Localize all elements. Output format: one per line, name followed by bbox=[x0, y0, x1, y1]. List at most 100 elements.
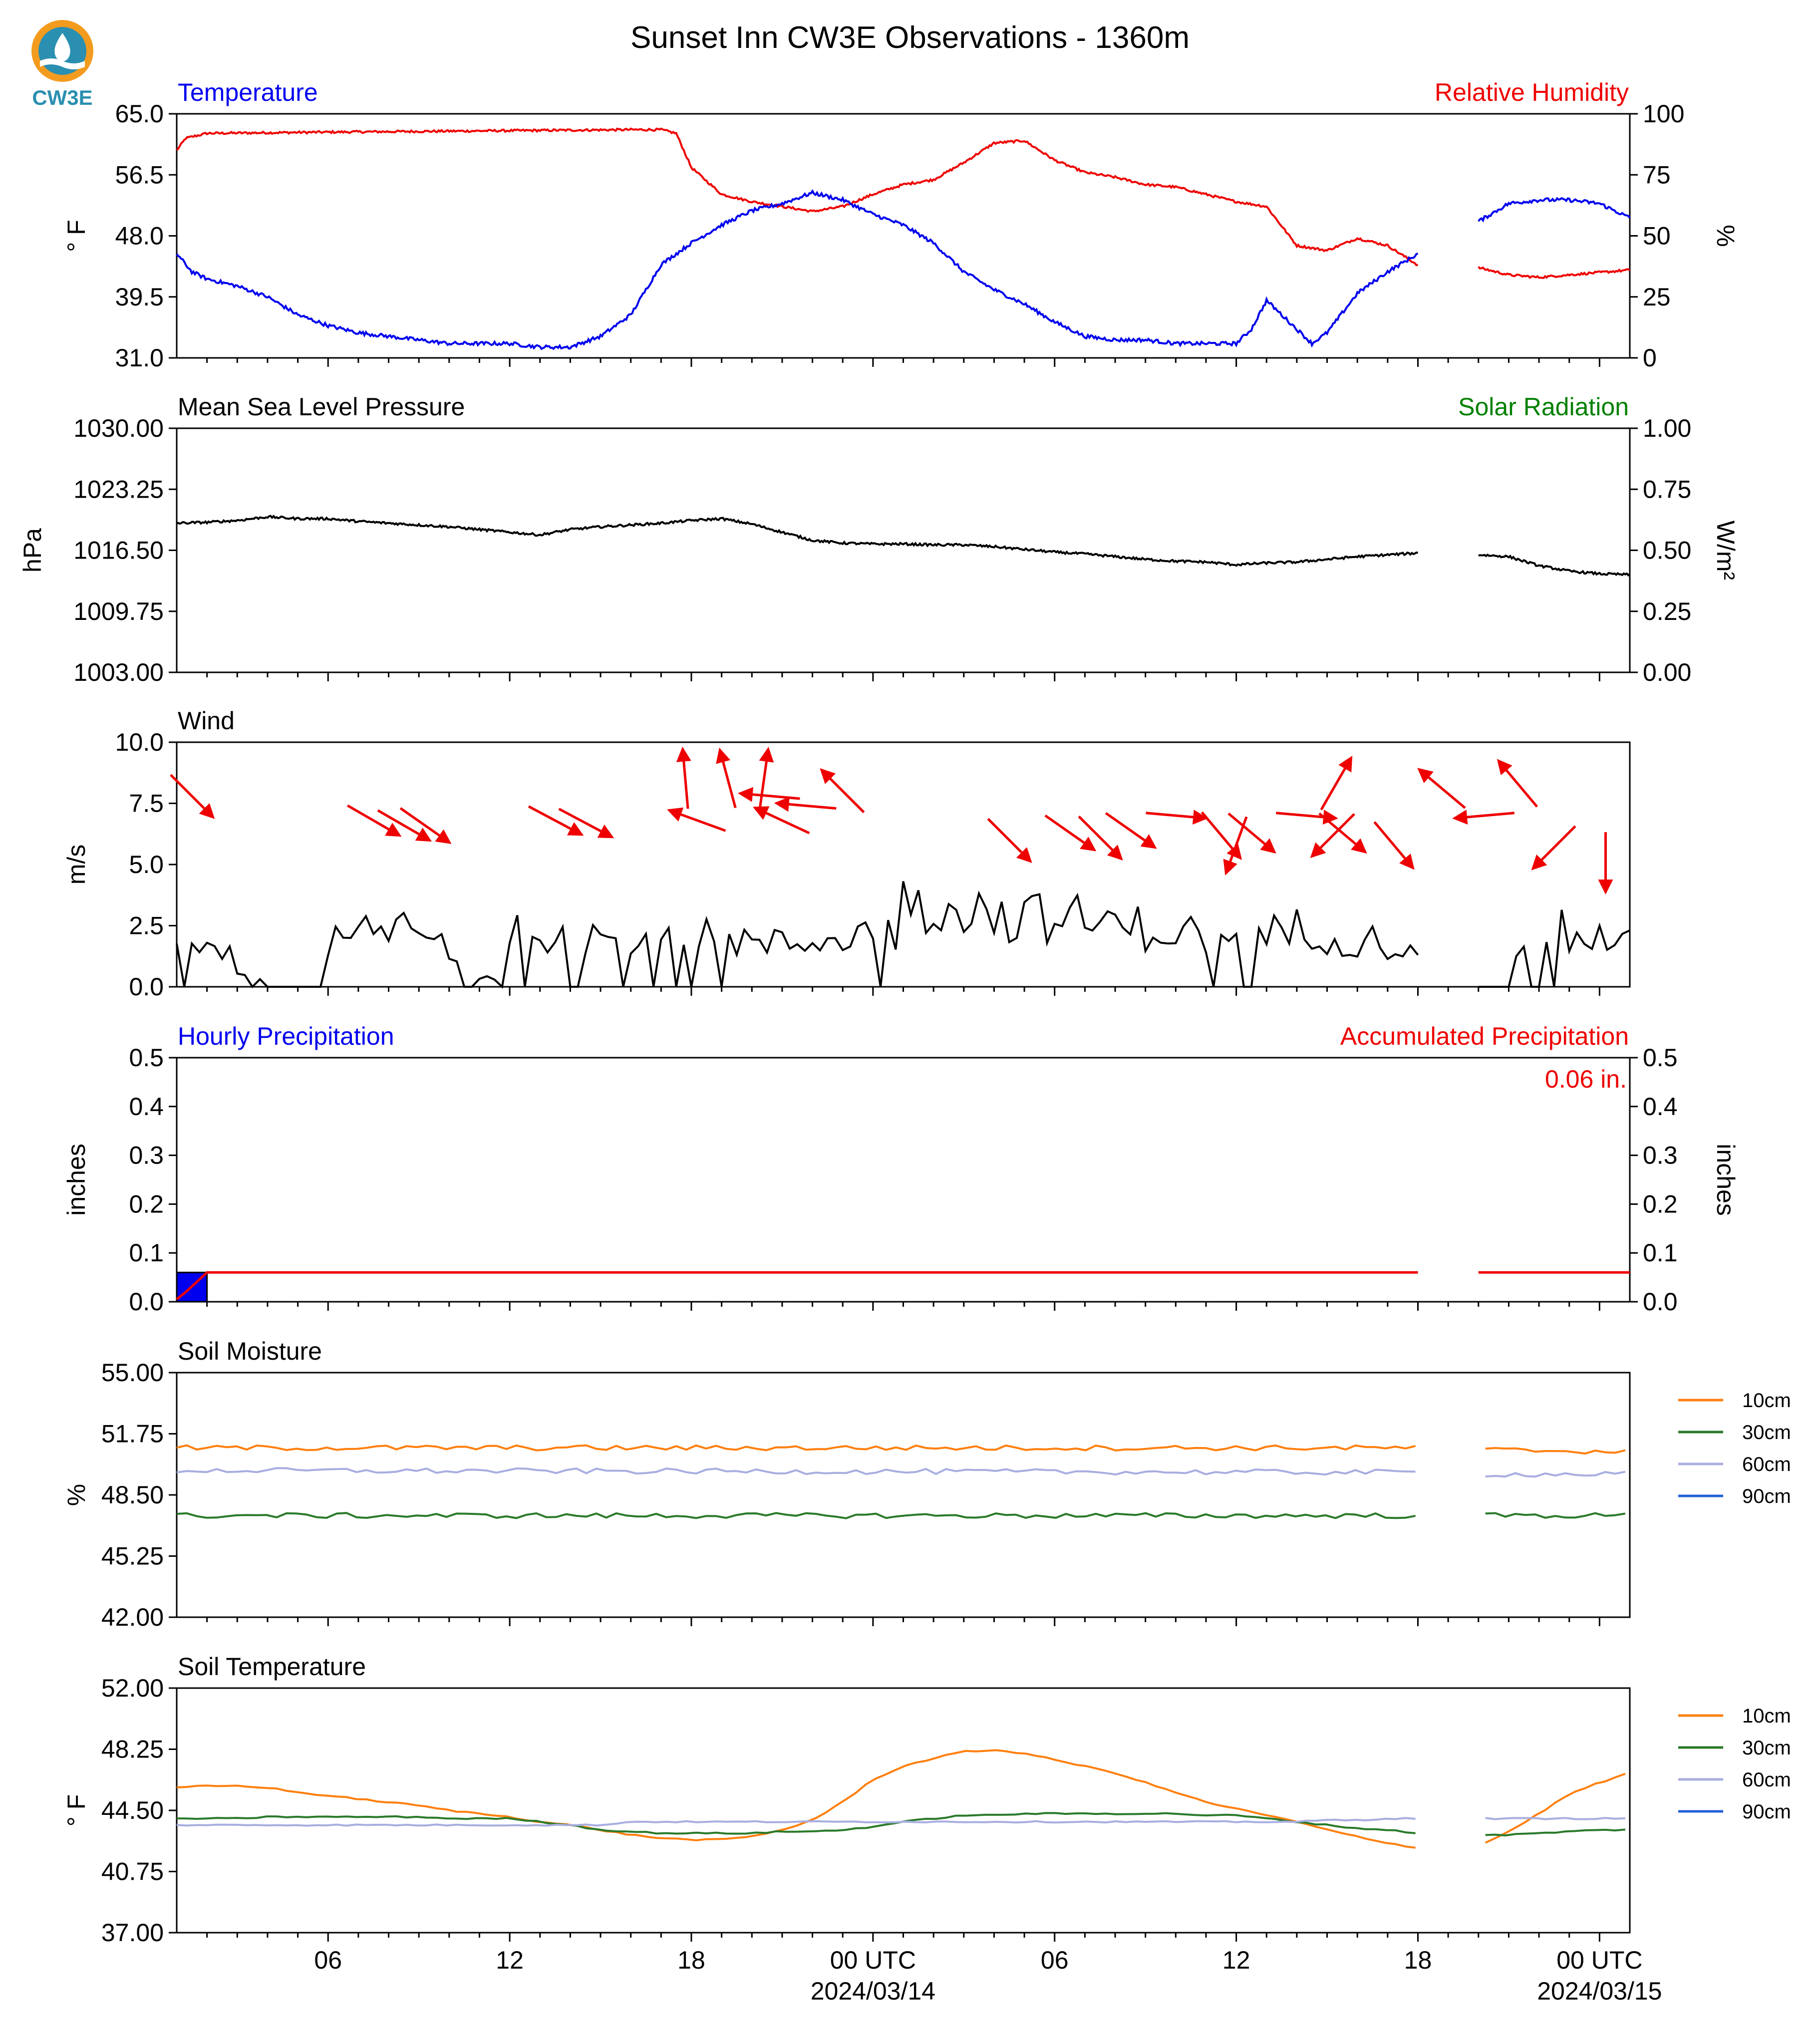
pressure-right-title: Solar Radiation bbox=[1458, 393, 1629, 421]
precip-ylabel-left: inches bbox=[62, 1144, 90, 1216]
temp_rh-ytick-label-right: 0 bbox=[1643, 344, 1657, 372]
accumulated-total-label: 0.06 in. bbox=[1545, 1065, 1627, 1093]
soil_moisture-ylabel-left: % bbox=[62, 1484, 90, 1506]
x-tick-label: 06 bbox=[1041, 1946, 1069, 1974]
series-soil-moisture-30cm bbox=[176, 1512, 1626, 1519]
precip-ytick-label-right: 0.1 bbox=[1643, 1239, 1678, 1267]
wind-arrow bbox=[1146, 810, 1209, 825]
x-tick-date-label: 2024/03/14 bbox=[811, 1977, 935, 2005]
precip-ytick-label-left: 0.0 bbox=[129, 1288, 164, 1316]
x-tick-date-label: 2024/03/15 bbox=[1537, 1977, 1662, 2005]
temp_rh-ytick-label-right: 25 bbox=[1643, 283, 1671, 311]
soil_temp-ytick-label-left: 44.50 bbox=[101, 1796, 164, 1824]
precip-ytick-label-right: 0.3 bbox=[1643, 1142, 1678, 1169]
wind-arrow bbox=[716, 747, 737, 809]
series-soil-temperature-60cm bbox=[176, 1817, 1625, 1827]
wind-arrow bbox=[1105, 812, 1157, 849]
precip-right-title: Accumulated Precipitation bbox=[1340, 1022, 1629, 1050]
temp_rh-ytick-label-left: 56.5 bbox=[115, 161, 164, 189]
pressure-ytick-label-left: 1009.75 bbox=[73, 597, 164, 625]
x-tick-label: 18 bbox=[677, 1946, 705, 1974]
wind-ytick-label-left: 7.5 bbox=[129, 790, 164, 818]
temp_rh-ytick-label-right: 75 bbox=[1643, 161, 1671, 189]
wind-speed-line bbox=[176, 881, 1630, 989]
wind-arrow bbox=[820, 768, 865, 814]
temp_rh-ytick-label-left: 48.0 bbox=[115, 222, 164, 250]
pressure-ytick-label-left: 1030.00 bbox=[73, 414, 164, 442]
pressure-ytick-label-right: 0.00 bbox=[1643, 658, 1691, 686]
pressure-ytick-label-left: 1003.00 bbox=[73, 658, 164, 686]
soil_moisture-ytick-label-left: 42.00 bbox=[101, 1603, 164, 1631]
temp_rh-ytick-label-left: 39.5 bbox=[115, 283, 164, 311]
wind-arrow bbox=[1276, 810, 1338, 825]
soil_temp-legend-label: 60cm bbox=[1742, 1769, 1791, 1791]
series-soil-moisture-10cm bbox=[176, 1444, 1626, 1455]
cw3e-logo: CW3E bbox=[20, 15, 105, 110]
precip-ytick-label-left: 0.4 bbox=[129, 1093, 164, 1121]
x-tick-label: 12 bbox=[1222, 1946, 1250, 1974]
wind-arrow bbox=[987, 818, 1032, 863]
pressure-frame bbox=[176, 427, 1631, 673]
x-tick-label: 00 UTC bbox=[1556, 1946, 1642, 1974]
temp_rh-left-title: Temperature bbox=[178, 78, 318, 106]
soil_moisture-legend-label: 60cm bbox=[1742, 1453, 1791, 1475]
pressure-left-title: Mean Sea Level Pressure bbox=[178, 393, 465, 421]
wind-arrow bbox=[1227, 812, 1276, 854]
temp_rh-ytick-label-left: 65.0 bbox=[115, 100, 164, 128]
wind-arrow bbox=[346, 804, 402, 837]
x-tick-label: 00 UTC bbox=[830, 1946, 916, 1974]
soil_moisture-ytick-label-left: 51.75 bbox=[101, 1420, 164, 1448]
wind-ytick-label-left: 2.5 bbox=[129, 912, 164, 940]
wind-arrow bbox=[758, 747, 774, 809]
temp_rh-right-title: Relative Humidity bbox=[1435, 78, 1629, 106]
soil_moisture-frame bbox=[176, 1372, 1631, 1618]
soil_temp-legend-label: 90cm bbox=[1742, 1801, 1791, 1823]
wind-arrow bbox=[774, 797, 837, 812]
temp_rh-ylabel-right: % bbox=[1712, 225, 1740, 247]
wind-ytick-label-left: 0.0 bbox=[129, 973, 164, 1001]
soil_temp-ytick-label-left: 48.25 bbox=[101, 1736, 164, 1763]
precip-left-title: Hourly Precipitation bbox=[178, 1022, 394, 1050]
temp_rh-ytick-label-left: 31.0 bbox=[115, 344, 164, 372]
series-soil-moisture-60cm bbox=[176, 1467, 1626, 1478]
wind-arrow bbox=[676, 746, 691, 809]
wind-ylabel-left: m/s bbox=[62, 845, 90, 885]
soil_temp-legend-label: 30cm bbox=[1742, 1737, 1791, 1759]
soil_moisture-legend-label: 90cm bbox=[1742, 1485, 1791, 1507]
pressure-ylabel-right: W/m² bbox=[1712, 521, 1740, 580]
temp_rh-frame bbox=[176, 113, 1631, 359]
precip-ytick-label-left: 0.3 bbox=[129, 1142, 164, 1169]
soil_moisture-ytick-label-left: 55.00 bbox=[101, 1359, 164, 1387]
series-temperature bbox=[176, 189, 1631, 350]
series-relative-humidity bbox=[176, 127, 1631, 279]
temp_rh-ytick-label-right: 100 bbox=[1643, 100, 1684, 128]
wind-arrow bbox=[1078, 815, 1123, 861]
wind-left-title: Wind bbox=[178, 707, 235, 735]
soil_temp-ylabel-left: ° F bbox=[62, 1794, 90, 1826]
precip-ytick-label-left: 0.2 bbox=[129, 1190, 164, 1218]
precip-ytick-label-right: 0.2 bbox=[1643, 1190, 1678, 1218]
wind-arrow bbox=[1310, 813, 1355, 859]
soil_temp-ytick-label-left: 52.00 bbox=[101, 1674, 164, 1702]
wind-ytick-label-left: 10.0 bbox=[115, 728, 164, 756]
wind-frame bbox=[176, 741, 1631, 988]
soil_moisture-ytick-label-left: 45.25 bbox=[101, 1542, 164, 1570]
x-tick-label: 06 bbox=[314, 1946, 342, 1974]
series-wind-speed bbox=[176, 881, 1630, 989]
wind-arrow bbox=[1497, 759, 1538, 808]
pressure-ylabel-left: hPa bbox=[18, 528, 46, 573]
wind-arrow bbox=[737, 787, 800, 802]
soil_temp-left-title: Soil Temperature bbox=[178, 1653, 366, 1681]
precip-ytick-label-right: 0.0 bbox=[1643, 1288, 1678, 1316]
x-tick-label: 18 bbox=[1404, 1946, 1432, 1974]
series-accumulated-precip bbox=[176, 1271, 1630, 1301]
wind-arrow bbox=[528, 805, 584, 836]
soil_temp-ytick-label-left: 37.00 bbox=[101, 1919, 164, 1947]
x-tick-label: 12 bbox=[496, 1946, 524, 1974]
wind-arrow bbox=[753, 806, 810, 835]
wind-arrow bbox=[1320, 756, 1353, 811]
pressure-ytick-label-right: 0.50 bbox=[1643, 537, 1691, 565]
pressure-ytick-label-right: 0.25 bbox=[1643, 597, 1691, 625]
soil_moisture-legend-label: 10cm bbox=[1742, 1390, 1791, 1412]
